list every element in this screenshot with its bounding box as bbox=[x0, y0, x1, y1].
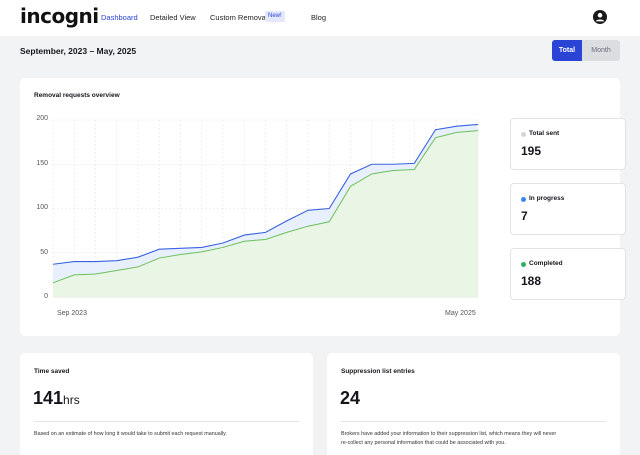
suppression-value: 24 bbox=[340, 388, 361, 408]
total-sent-line bbox=[52, 123, 479, 265]
y-tick-label: 50 bbox=[40, 249, 48, 256]
stat-value: 7 bbox=[521, 209, 528, 223]
total-sent-dot bbox=[521, 132, 526, 137]
y-tick-label: 0 bbox=[44, 293, 48, 300]
time-saved-card: Time saved 141hrs Based on an estimate o… bbox=[20, 353, 313, 455]
toggle-total-button[interactable]: Total bbox=[552, 40, 582, 61]
overview-title: Removal requests overview bbox=[34, 92, 120, 99]
time-saved-title: Time saved bbox=[34, 368, 70, 375]
stat-label: In progress bbox=[529, 195, 565, 202]
removal-requests-chart bbox=[52, 119, 479, 298]
x-tick-end: May 2025 bbox=[445, 310, 476, 317]
divider bbox=[34, 421, 299, 422]
incogni-logo[interactable]: incogni bbox=[20, 4, 99, 28]
new-badge: New! bbox=[265, 11, 285, 22]
stat-completed: Completed 188 bbox=[510, 248, 626, 300]
stat-label: Completed bbox=[529, 260, 563, 267]
completed-dot bbox=[521, 262, 526, 267]
y-tick-label: 200 bbox=[36, 115, 48, 122]
date-range-label: September, 2023 – May, 2025 bbox=[20, 46, 137, 56]
removal-requests-overview-card: Removal requests overview 200 150 100 50… bbox=[20, 78, 626, 336]
suppression-description-line-1: Brokers have added your information to t… bbox=[341, 431, 557, 437]
completed-area bbox=[53, 130, 478, 297]
y-tick-label: 100 bbox=[36, 204, 48, 211]
stat-in-progress: In progress 7 bbox=[510, 183, 626, 235]
suppression-list-card: Suppression list entries 24 Brokers have… bbox=[327, 353, 620, 455]
time-saved-description: Based on an estimate of how long it woul… bbox=[34, 431, 227, 437]
toggle-month-button[interactable]: Month bbox=[582, 40, 620, 61]
top-nav-bar: incogni Dashboard Detailed View Custom R… bbox=[0, 0, 640, 36]
time-saved-value: 141hrs bbox=[33, 388, 80, 408]
user-avatar-icon[interactable] bbox=[593, 10, 607, 24]
divider bbox=[341, 421, 606, 422]
stat-total-sent: Total sent 195 bbox=[510, 118, 626, 170]
stat-label: Total sent bbox=[529, 130, 560, 137]
stat-value: 195 bbox=[521, 144, 542, 158]
stat-value: 188 bbox=[521, 274, 542, 288]
nav-dashboard[interactable]: Dashboard bbox=[101, 13, 138, 22]
completed-line bbox=[52, 130, 479, 284]
suppression-description-line-2: re-collect any personal information that… bbox=[341, 440, 506, 446]
y-tick-label: 150 bbox=[36, 160, 48, 167]
nav-detailed-view[interactable]: Detailed View bbox=[150, 13, 196, 22]
in-progress-dot bbox=[521, 197, 526, 202]
nav-blog[interactable]: Blog bbox=[311, 13, 327, 22]
nav-custom-removals[interactable]: Custom Removals bbox=[210, 13, 272, 22]
x-tick-start: Sep 2023 bbox=[57, 310, 87, 317]
suppression-title: Suppression list entries bbox=[341, 368, 415, 375]
time-saved-unit: hrs bbox=[63, 393, 80, 407]
in-progress-area bbox=[53, 124, 478, 283]
